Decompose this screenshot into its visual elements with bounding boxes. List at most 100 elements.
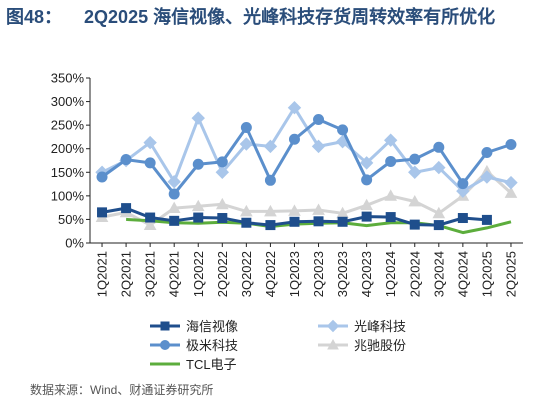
data-point <box>215 197 229 210</box>
data-point <box>143 135 157 150</box>
x-tick-label: 4Q2021 <box>167 251 182 297</box>
data-point <box>288 204 301 216</box>
data-point <box>121 203 132 214</box>
legend-label: 光峰科技 <box>354 319 406 334</box>
data-point <box>263 139 278 154</box>
data-point <box>289 216 300 227</box>
x-tick-label: 4Q2022 <box>263 251 278 297</box>
data-point <box>433 141 445 153</box>
data-point <box>433 220 444 231</box>
data-point <box>168 188 180 200</box>
data-point <box>120 154 132 166</box>
data-point <box>327 338 339 350</box>
x-tick-label: 1Q2025 <box>479 251 494 297</box>
figure-title-text: 2Q2025 海信视像、光峰科技存货周转效率有所优化 <box>84 7 496 27</box>
data-point <box>192 158 204 170</box>
data-point <box>432 160 446 175</box>
series-3 <box>95 164 518 230</box>
x-tick-label: 3Q2021 <box>143 251 158 297</box>
legend-label: 极米科技 <box>186 338 238 353</box>
series-line <box>101 106 512 193</box>
data-point <box>265 220 276 231</box>
data-point <box>408 194 422 207</box>
chart-title: 图48： 2Q2025 海信视像、光峰科技存货周转效率有所优化 <box>6 4 530 31</box>
x-tick-label: 2Q2021 <box>119 251 134 297</box>
data-point <box>384 189 398 201</box>
data-point <box>193 212 204 223</box>
data-point <box>359 156 374 170</box>
data-point <box>408 165 422 179</box>
data-point <box>361 211 372 222</box>
data-point <box>385 155 397 167</box>
chart-axes: 0% 50% 100% 150% 200% 250% 300% 350% 1Q2021 2Q202… <box>51 71 523 297</box>
data-point <box>264 204 277 217</box>
data-point <box>288 133 300 145</box>
data-point <box>383 133 398 147</box>
y-tick-label: 50% <box>58 212 84 227</box>
x-tick-label: 3Q2023 <box>335 251 350 297</box>
data-point <box>191 111 205 125</box>
x-tick-label: 4Q2023 <box>359 251 374 297</box>
legend-item: 兆驰股份 <box>318 338 406 353</box>
legend-item: 海信视像 <box>150 319 238 334</box>
data-point <box>96 171 108 183</box>
data-point <box>409 153 421 165</box>
data-point <box>481 146 493 158</box>
data-point <box>504 186 518 198</box>
data-point <box>144 157 156 169</box>
data-point <box>239 137 254 151</box>
data-point <box>167 175 181 189</box>
x-tick-label: 1Q2024 <box>383 251 398 297</box>
legend-label: 兆驰股份 <box>354 338 406 353</box>
series-2 <box>96 113 517 200</box>
data-point <box>311 139 326 154</box>
data-point <box>241 217 252 228</box>
data-point <box>480 170 494 184</box>
data-point <box>361 174 373 186</box>
data-point <box>240 122 252 133</box>
legend-item: 极米科技 <box>150 338 238 353</box>
x-tick-label: 1Q2022 <box>191 251 206 297</box>
x-tick-label: 1Q2023 <box>287 251 302 297</box>
x-tick-label: 2Q2024 <box>407 251 422 297</box>
legend-item: TCL电子 <box>150 357 237 372</box>
data-point <box>457 213 468 224</box>
x-tick-label: 3Q2024 <box>431 251 446 297</box>
x-tick-label: 2Q2022 <box>215 251 230 297</box>
legend-label: 海信视像 <box>186 319 238 334</box>
data-point <box>313 113 325 125</box>
series-0 <box>97 203 492 231</box>
y-tick-label: 100% <box>51 188 85 203</box>
x-tick-label: 3Q2022 <box>239 251 254 297</box>
data-point <box>457 178 469 190</box>
y-tick-label: 0% <box>65 236 84 251</box>
data-point <box>504 175 518 190</box>
data-point <box>191 199 205 212</box>
legend-label: TCL电子 <box>186 357 237 372</box>
data-point <box>326 319 340 333</box>
series-1 <box>95 100 518 198</box>
data-point <box>160 340 170 350</box>
data-point <box>169 215 180 226</box>
x-tick-label: 2Q2025 <box>503 251 518 297</box>
y-tick-label: 300% <box>51 94 85 109</box>
data-point <box>360 198 373 211</box>
data-point <box>97 207 108 218</box>
x-tick-label: 2Q2023 <box>311 251 326 297</box>
data-point <box>160 321 170 331</box>
data-point <box>337 124 349 136</box>
figure-label: 图48： <box>6 7 63 27</box>
data-point <box>287 100 302 115</box>
y-tick-label: 150% <box>51 165 85 180</box>
y-tick-label: 200% <box>51 141 85 156</box>
data-point <box>240 204 253 217</box>
data-point <box>313 216 324 227</box>
data-point <box>215 165 230 179</box>
data-point <box>167 201 181 214</box>
data-point <box>217 213 228 224</box>
x-tick-label: 1Q2021 <box>95 251 110 297</box>
data-point <box>337 216 348 227</box>
x-tick-label: 4Q2024 <box>455 251 470 297</box>
